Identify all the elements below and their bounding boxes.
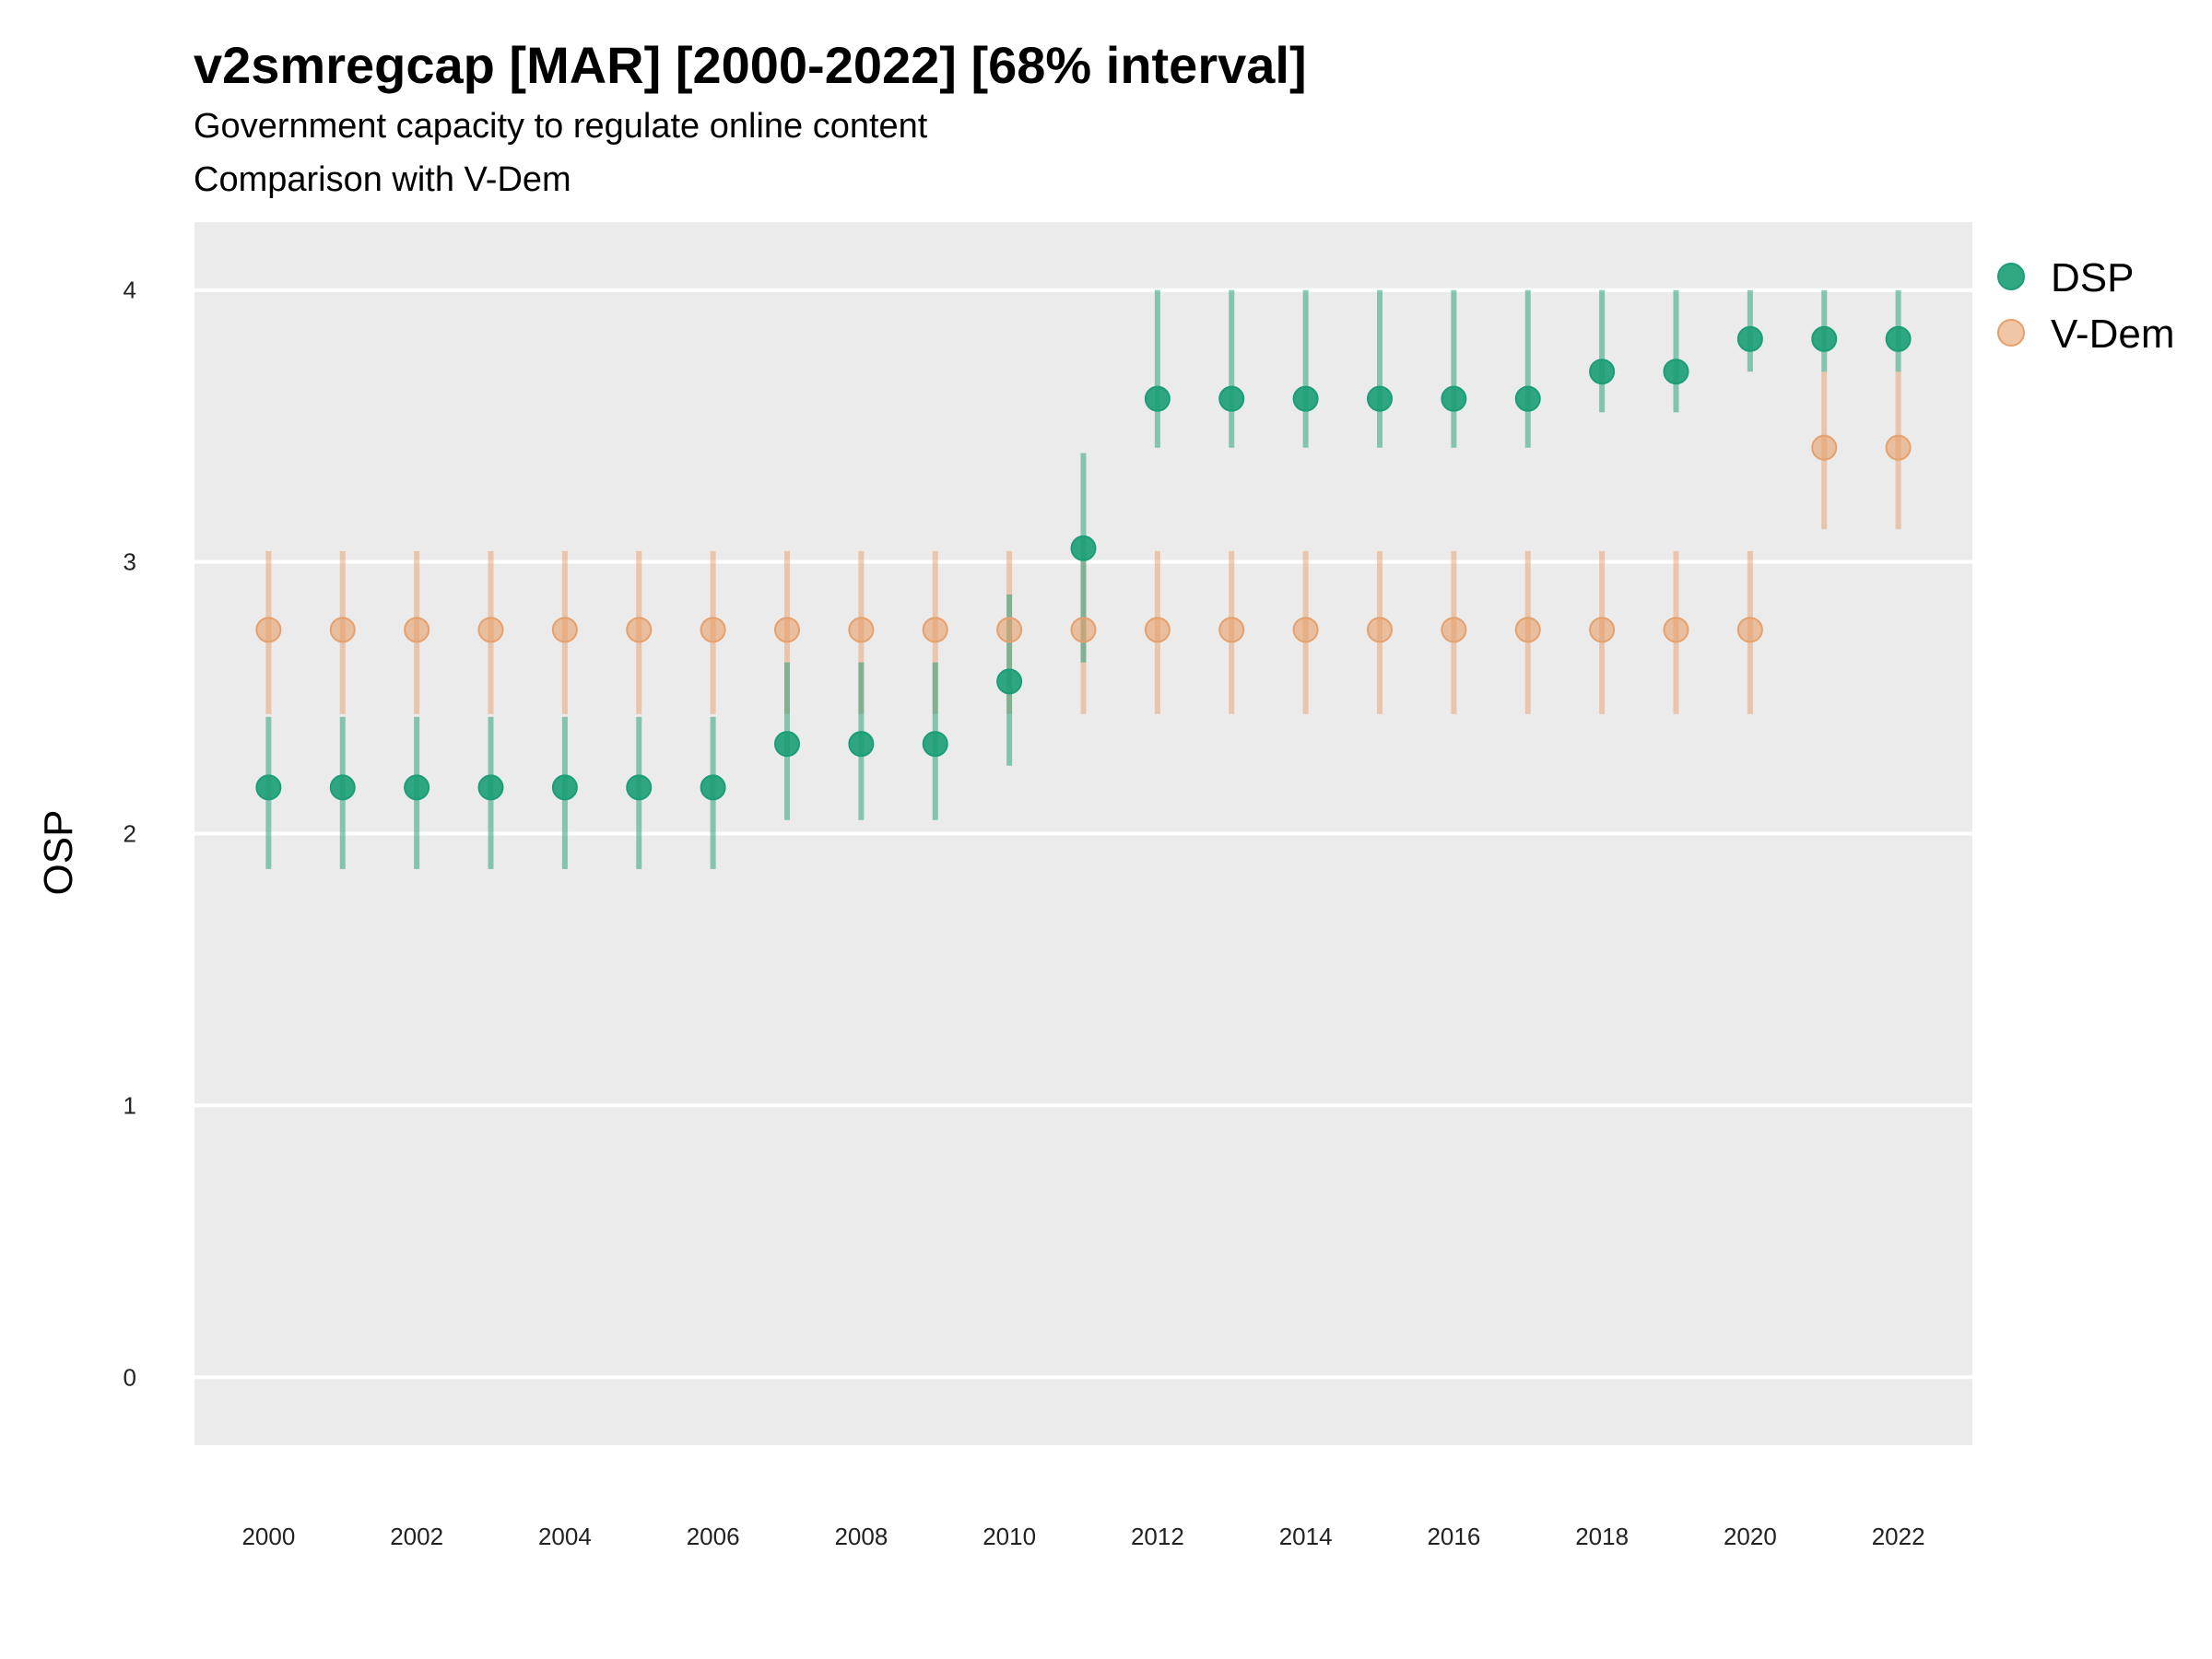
dsp-point: [329, 774, 356, 801]
dsp-point: [551, 774, 578, 801]
v-dem-point: [1070, 617, 1097, 643]
v-dem-point: [1218, 617, 1245, 643]
x-tick-label: 2018: [1575, 1523, 1629, 1550]
chart-title: v2smregcap [MAR] [2000-2022] [68% interv…: [194, 36, 1307, 94]
chart-subtitle-secondary: Comparison with V-Dem: [194, 160, 571, 199]
v-dem-point: [477, 617, 504, 643]
v-dem-point: [1441, 617, 1467, 643]
x-tick-label: 2000: [241, 1523, 295, 1550]
dsp-point: [774, 731, 800, 758]
dsp-point: [1736, 325, 1763, 352]
legend-marker-v-dem: [1997, 319, 2025, 347]
legend-label-v-dem: V-Dem: [2051, 312, 2174, 357]
x-tick-labels: 2000 2002 2004 2006 2008 2010 2012 2014 2016 2018…: [241, 1523, 1924, 1550]
x-tick-label: 2008: [834, 1523, 888, 1550]
v-dem-point: [1144, 617, 1171, 643]
dsp-point: [1292, 385, 1319, 412]
dsp-point: [1885, 325, 1912, 352]
v-dem-point: [848, 617, 875, 643]
y-tick-label: 0: [124, 1363, 136, 1391]
dsp-point: [1441, 385, 1467, 412]
dsp-point: [1589, 359, 1616, 385]
v-dem-point: [626, 617, 653, 643]
x-tick-label: 2002: [390, 1523, 443, 1550]
data-points: [255, 325, 1912, 801]
y-tick-label: 4: [124, 276, 136, 304]
y-tick-label: 3: [124, 548, 136, 576]
dsp-point: [255, 774, 282, 801]
dsp-point: [1811, 325, 1838, 352]
v-dem-point: [996, 617, 1023, 643]
dsp-point: [700, 774, 726, 801]
v-dem-point: [1811, 434, 1838, 461]
dsp-point: [1144, 385, 1171, 412]
dsp-point: [626, 774, 653, 801]
dsp-point: [1367, 385, 1393, 412]
v-dem-point: [1292, 617, 1319, 643]
y-axis-label: OSP: [36, 810, 81, 896]
x-tick-label: 2016: [1427, 1523, 1480, 1550]
x-tick-label: 2020: [1724, 1523, 1777, 1550]
y-tick-label: 2: [124, 820, 136, 848]
v-dem-point: [700, 617, 726, 643]
legend-marker-dsp: [1997, 263, 2025, 290]
v-dem-point: [922, 617, 948, 643]
x-tick-label: 2012: [1131, 1523, 1184, 1550]
dsp-point: [996, 668, 1023, 695]
legend-label-dsp: DSP: [2051, 255, 2134, 300]
v-dem-point: [1663, 617, 1689, 643]
v-dem-point: [255, 617, 282, 643]
v-dem-point: [329, 617, 356, 643]
dsp-point: [1514, 385, 1541, 412]
x-tick-label: 2004: [538, 1523, 592, 1550]
chart-subtitle: Government capacity to regulate online c…: [194, 107, 928, 146]
v-dem-point: [1514, 617, 1541, 643]
v-dem-point: [404, 617, 430, 643]
x-tick-label: 2010: [982, 1523, 1036, 1550]
dsp-point: [1663, 359, 1689, 385]
v-dem-point: [1367, 617, 1393, 643]
y-tick-labels: 0 1 2 3 4: [124, 276, 136, 1392]
v-dem-point: [1885, 434, 1912, 461]
dsp-point: [848, 731, 875, 758]
dsp-point: [477, 774, 504, 801]
dsp-point: [1070, 535, 1097, 561]
v-dem-point: [774, 617, 800, 643]
x-tick-label: 2014: [1279, 1523, 1333, 1550]
dsp-point: [404, 774, 430, 801]
dsp-point: [1218, 385, 1245, 412]
v-dem-point: [1736, 617, 1763, 643]
v-dem-point: [1589, 617, 1616, 643]
dsp-point: [922, 731, 948, 758]
legend: DSP V-Dem: [1997, 255, 2174, 357]
y-tick-label: 1: [124, 1091, 136, 1119]
x-tick-label: 2006: [687, 1523, 740, 1550]
v-dem-point: [551, 617, 578, 643]
x-tick-label: 2022: [1872, 1523, 1925, 1550]
